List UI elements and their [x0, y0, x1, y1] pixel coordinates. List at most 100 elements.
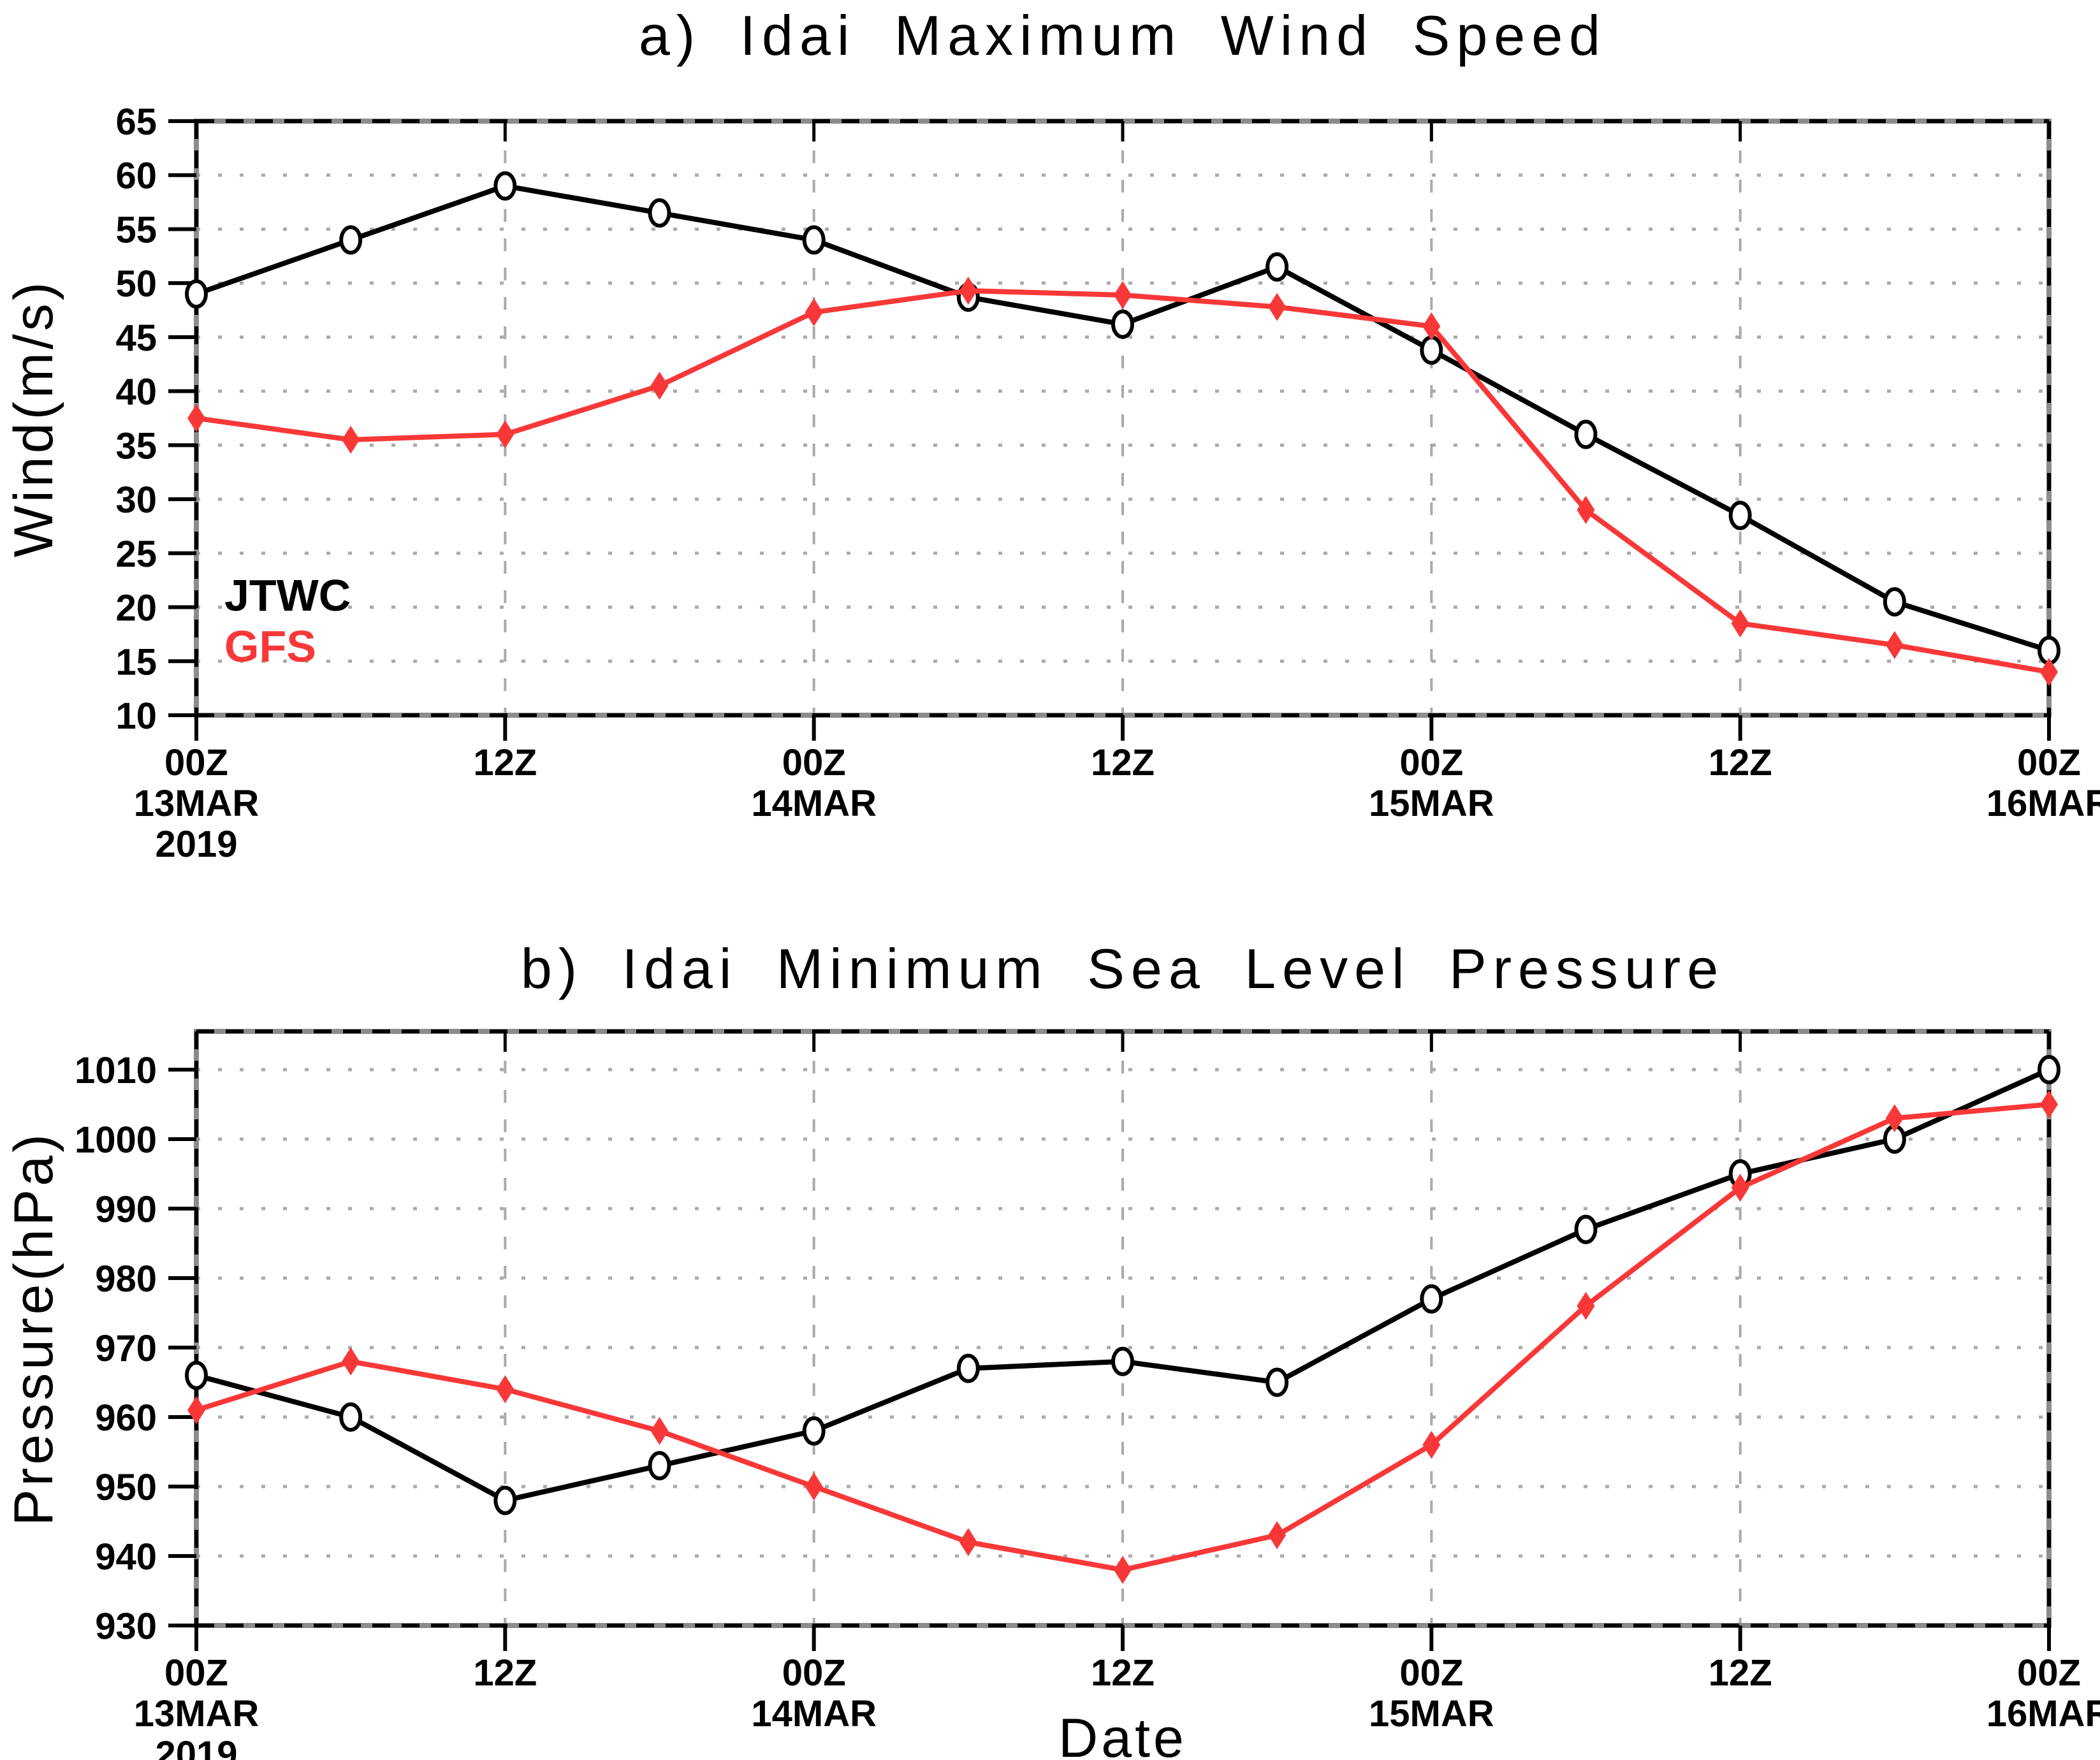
- y-tick-label: 970: [95, 1328, 157, 1369]
- jtwc-marker: [1265, 252, 1289, 282]
- jtwc-marker: [339, 225, 363, 255]
- x-tick-label: 00Z: [2017, 1652, 2081, 1694]
- x-tick-label: 00Z: [2017, 742, 2081, 783]
- jtwc-marker: [2038, 1054, 2060, 1084]
- jtwc-marker: [1111, 309, 1134, 339]
- x-date-label: 15MAR: [1369, 1693, 1494, 1735]
- x-date-label: 2019: [155, 824, 237, 865]
- y-tick-label: 40: [115, 372, 157, 413]
- gfs-marker: [805, 298, 823, 326]
- jtwc-marker: [802, 1416, 826, 1446]
- x-date-label: 16MAR: [1987, 783, 2100, 824]
- x-tick-label: 12Z: [473, 742, 537, 783]
- x-tick-label: 12Z: [473, 1652, 537, 1694]
- pressure-plot-area: 9309409509609709809901000101000Z13MAR201…: [75, 1029, 2100, 1760]
- gfs-marker: [959, 277, 977, 305]
- jtwc-marker: [1420, 1284, 1443, 1314]
- jtwc-marker: [1420, 335, 1443, 365]
- gfs-marker: [1885, 1104, 1904, 1133]
- gfs-marker: [342, 1347, 360, 1376]
- x-tick-label: 12Z: [1091, 1652, 1155, 1694]
- x-tick-label: 00Z: [164, 742, 228, 783]
- y-tick-label: 1000: [75, 1119, 157, 1161]
- jtwc-marker: [493, 171, 517, 201]
- x-date-label: 14MAR: [751, 1693, 877, 1735]
- x-date-label: 14MAR: [751, 783, 877, 824]
- y-tick-label: 25: [115, 534, 157, 575]
- y-tick-label: 15: [115, 641, 157, 683]
- jtwc-marker: [802, 225, 826, 255]
- x-date-label: 13MAR: [134, 1693, 259, 1735]
- gfs-marker: [1268, 293, 1287, 321]
- gfs-marker: [959, 1528, 977, 1557]
- gfs-marker: [1885, 630, 1904, 659]
- x-tick-label: 00Z: [1399, 1652, 1463, 1694]
- legend-jtwc-label: JTWC: [224, 571, 351, 620]
- y-tick-label: 20: [115, 588, 157, 629]
- y-tick-label: 1010: [75, 1050, 157, 1091]
- gfs-marker: [2040, 658, 2058, 687]
- x-tick-label: 12Z: [1091, 742, 1155, 783]
- x-date-label: 16MAR: [1987, 1693, 2100, 1735]
- gfs-marker: [1114, 280, 1132, 309]
- x-tick-label: 12Z: [1709, 742, 1772, 783]
- jtwc-marker: [1574, 419, 1598, 449]
- gfs-marker: [1577, 1291, 1595, 1320]
- gfs-marker: [342, 425, 360, 454]
- jtwc-marker: [185, 1360, 208, 1390]
- gfs-marker: [650, 1416, 669, 1445]
- x-axis-label: Date: [1058, 1708, 1187, 1760]
- y-tick-label: 980: [95, 1258, 157, 1300]
- jtwc-marker: [185, 279, 208, 309]
- jtwc-marker: [956, 1353, 980, 1383]
- y-tick-label: 45: [115, 317, 157, 359]
- y-tick-label: 55: [115, 209, 157, 251]
- gfs-marker: [187, 404, 205, 432]
- gfs-marker: [2040, 1090, 2058, 1119]
- jtwc-series-line: [195, 1067, 2050, 1503]
- jtwc-marker: [648, 1451, 671, 1481]
- gfs-marker: [496, 1375, 514, 1404]
- x-tick-label: 00Z: [1399, 742, 1463, 783]
- gfs-marker: [1422, 312, 1441, 340]
- wind-chart-title: a) Idai Maximum Wind Speed: [639, 4, 1607, 67]
- y-tick-label: 960: [95, 1397, 157, 1439]
- jtwc-marker: [1728, 500, 1752, 530]
- jtwc-marker: [1265, 1367, 1289, 1397]
- x-date-label: 2019: [155, 1734, 237, 1760]
- gfs-marker: [187, 1396, 205, 1425]
- wind-y-axis-label: Wind(m/s): [3, 279, 64, 558]
- gfs-marker: [1731, 1174, 1749, 1202]
- y-tick-label: 990: [95, 1189, 157, 1230]
- gfs-marker: [1268, 1521, 1287, 1550]
- pressure-chart-title: b) Idai Minimum Sea Level Pressure: [521, 937, 1724, 1000]
- y-tick-label: 940: [95, 1536, 157, 1578]
- gfs-marker: [496, 420, 514, 449]
- gfs-marker: [1422, 1430, 1441, 1459]
- x-date-label: 15MAR: [1369, 783, 1494, 824]
- x-tick-label: 00Z: [782, 1652, 846, 1694]
- pressure-y-axis-label: Pressure(hPa): [3, 1131, 64, 1525]
- y-tick-label: 30: [115, 479, 157, 521]
- jtwc-marker: [493, 1485, 517, 1515]
- y-tick-label: 65: [115, 101, 157, 143]
- y-tick-label: 10: [115, 695, 157, 737]
- jtwc-marker: [1883, 587, 1906, 617]
- y-tick-label: 930: [95, 1606, 157, 1647]
- jtwc-marker: [1111, 1346, 1134, 1376]
- gfs-marker: [1731, 609, 1749, 637]
- y-tick-label: 950: [95, 1467, 157, 1508]
- jtwc-marker: [1574, 1214, 1598, 1244]
- x-date-label: 13MAR: [134, 783, 259, 824]
- x-tick-label: 12Z: [1709, 1652, 1772, 1694]
- gfs-marker: [650, 372, 669, 400]
- gfs-marker: [805, 1472, 823, 1501]
- jtwc-marker: [339, 1402, 363, 1432]
- x-tick-label: 00Z: [164, 1652, 228, 1694]
- gfs-marker: [1114, 1555, 1132, 1584]
- x-tick-label: 00Z: [782, 742, 846, 783]
- gfs-marker: [1577, 496, 1595, 525]
- y-tick-label: 60: [115, 156, 157, 197]
